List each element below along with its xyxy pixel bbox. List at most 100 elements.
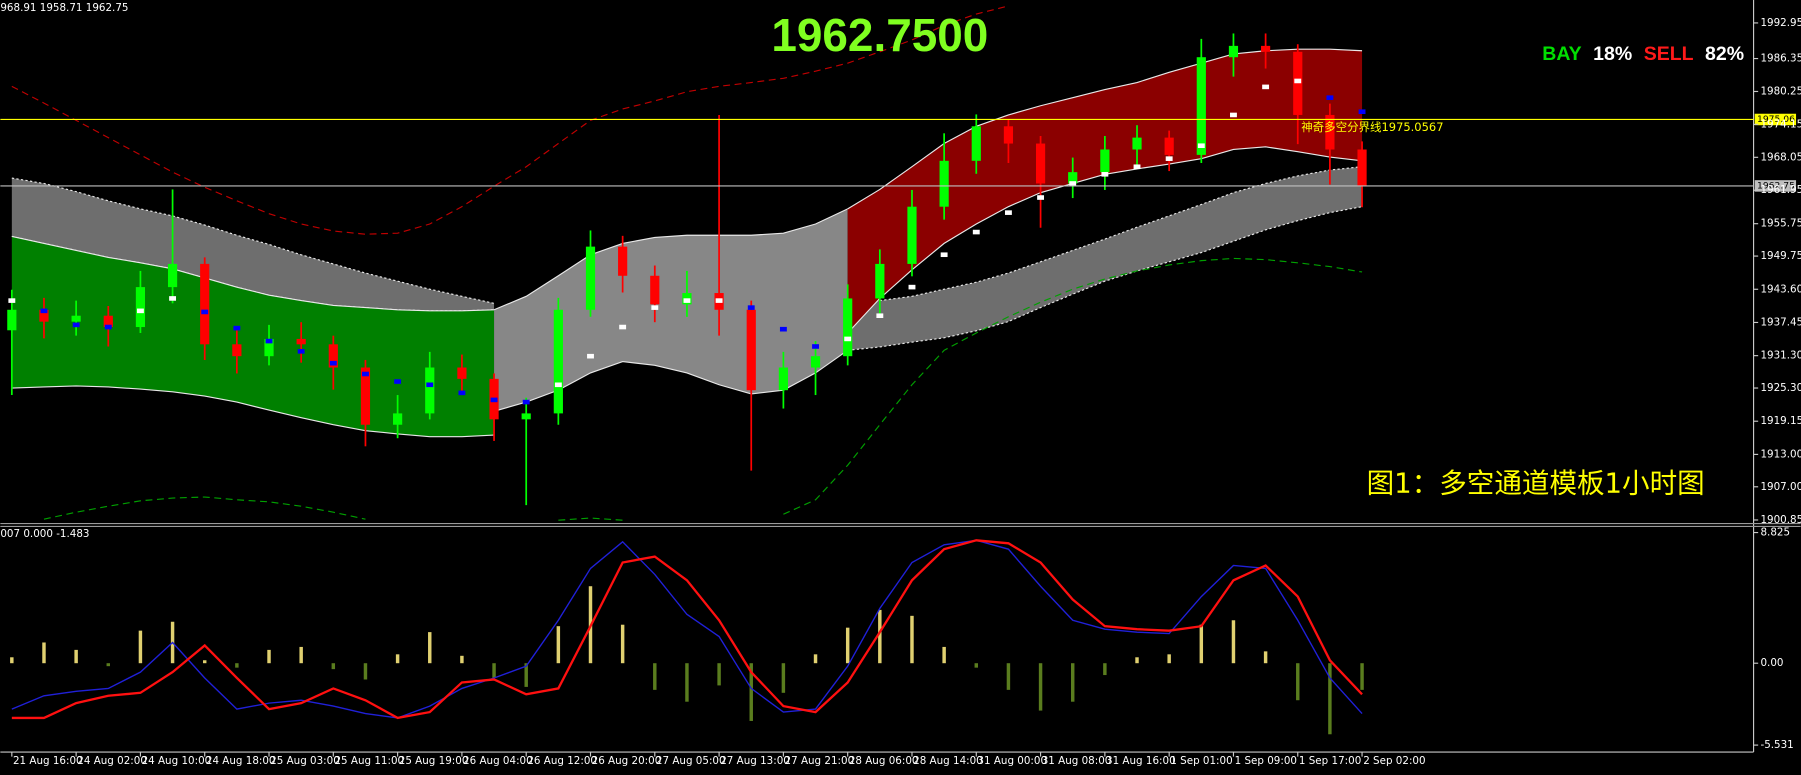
histogram-bar (813, 654, 818, 664)
level-tag (1754, 180, 1797, 192)
midline-dot (169, 296, 177, 301)
midline-dot (1101, 172, 1109, 177)
oscillator-line (11, 539, 1363, 719)
candle-body (167, 263, 178, 288)
level-tag-label: 1975.06 (1757, 114, 1795, 125)
histogram-bar (653, 663, 657, 690)
midline-dot (619, 324, 627, 330)
x-tick-label: 31 Aug 08:00 (1042, 755, 1112, 767)
histogram-bar (1231, 620, 1236, 664)
candle-body (1228, 45, 1239, 58)
candle-body (360, 367, 371, 425)
midline-dot (554, 382, 562, 388)
oscillator-panel (10, 539, 1364, 735)
midline-dot (1165, 156, 1173, 161)
histogram-bar (331, 663, 336, 670)
candle-body (135, 287, 146, 328)
price-panel (7, 5, 1367, 521)
x-tick-label: 26 Aug 04:00 (463, 755, 533, 767)
y-tick-label: 1949.75 (1760, 250, 1801, 262)
envelope-line (558, 517, 623, 521)
candle-body (103, 315, 113, 328)
band-upper-edge (11, 235, 495, 312)
sentiment: BAY 18% SELL 82% (1542, 43, 1744, 65)
y-tick-label: 8.825 (1760, 527, 1790, 539)
oscillator-header: 007 0.000 -1.483 (0, 528, 89, 540)
candle-body (232, 344, 242, 357)
x-tick-label: 25 Aug 11:00 (334, 755, 404, 767)
histogram-bar (910, 615, 914, 664)
midline-dot (394, 379, 402, 384)
envelope-line (43, 496, 366, 520)
histogram-bar (267, 649, 271, 664)
candle-body (618, 246, 628, 276)
y-tick-label: 1986.35 (1760, 53, 1801, 65)
histogram-bar (685, 663, 689, 702)
level-note: 神奇多空分界线1975.0567 (1301, 120, 1443, 134)
histogram-bar (106, 663, 110, 667)
candle-body (457, 367, 467, 379)
histogram-bar (42, 642, 46, 664)
x-tick-label: 2 Sep 02:00 (1363, 755, 1425, 767)
price-header: 968.91 1958.71 1962.75 (0, 2, 128, 14)
x-tick-label: 28 Aug 14:00 (913, 755, 983, 767)
histogram-bar (556, 626, 561, 664)
midline-dot (329, 360, 337, 366)
y-tick-label: 1907.00 (1760, 481, 1801, 493)
candle-body (650, 275, 660, 305)
histogram-bar (845, 627, 850, 664)
current-price-title: 1962.7500 (771, 9, 988, 61)
candle-body (425, 367, 435, 414)
midline-dot (490, 397, 498, 403)
candle-body (393, 413, 403, 425)
histogram-bar (781, 663, 786, 693)
x-tick-label: 31 Aug 16:00 (1106, 755, 1176, 767)
histogram-bar (299, 646, 303, 664)
candle-body (939, 160, 949, 207)
candle-body (1003, 126, 1014, 144)
midline-dot (940, 252, 948, 258)
histogram-bar (492, 663, 496, 679)
envelope-line (11, 5, 1009, 235)
histogram-bar (1006, 663, 1011, 690)
y-tick-label: 1919.15 (1760, 415, 1801, 427)
y-tick-label: -5.531 (1760, 739, 1793, 751)
midline-dot (72, 322, 80, 328)
histogram-bar (620, 624, 625, 664)
band-lower-edge (11, 385, 495, 438)
channel-band (11, 178, 495, 311)
candle-body (1261, 45, 1271, 52)
midline-dot (1326, 95, 1334, 100)
candle-body (746, 309, 756, 391)
midline-dot (1004, 210, 1012, 215)
x-tick-label: 24 Aug 10:00 (142, 755, 212, 767)
midline-dot (587, 353, 594, 359)
midline-dot (1197, 143, 1205, 149)
y-tick-label: 1955.75 (1760, 218, 1801, 230)
histogram-bar (74, 649, 78, 664)
y-tick-label: 1992.95 (1760, 17, 1801, 29)
y-tick-label: 1925.30 (1760, 382, 1801, 394)
x-tick-label: 28 Aug 06:00 (849, 755, 919, 767)
histogram-bar (1328, 663, 1332, 735)
midline-dot (683, 298, 691, 303)
histogram-bar (10, 657, 14, 664)
histogram-bar (1167, 654, 1171, 664)
midline-dot (40, 308, 48, 314)
histogram-bar (1038, 663, 1043, 711)
sell-label: SELL (1644, 43, 1694, 65)
histogram-bar (1360, 663, 1364, 690)
candle-body (553, 309, 563, 414)
x-tick-label: 25 Aug 19:00 (399, 755, 469, 767)
y-tick-label: 1968.05 (1760, 151, 1801, 163)
midline-dot (8, 298, 16, 303)
midline-dot (362, 371, 369, 377)
x-tick-label: 24 Aug 18:00 (206, 755, 276, 767)
channel-band (494, 208, 848, 412)
midline-dot (844, 336, 852, 342)
candle-body (1068, 172, 1078, 184)
band-lower-edge (493, 349, 849, 412)
midline-dot (136, 308, 144, 314)
candle-body (7, 309, 17, 331)
